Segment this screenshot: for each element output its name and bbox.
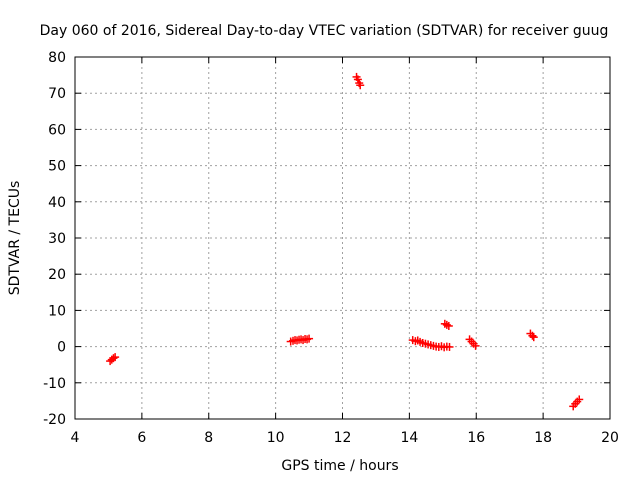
data-point [305,334,314,343]
y-tick-label: -20 [43,412,66,428]
data-point [575,395,584,404]
x-tick-label: 18 [534,430,552,446]
data-points [106,72,584,411]
x-tick-label: 8 [204,430,213,446]
y-tick-label: 10 [48,303,66,319]
y-tick-label: 40 [48,195,66,211]
x-tick-label: 14 [400,430,418,446]
x-axis-label: GPS time / hours [281,458,398,474]
x-tick-label: 10 [267,430,285,446]
data-point [111,353,120,362]
axis-ticks: 4 6 8 10 12 14 16 18 20 -20 -10 0 10 20 30 40 50 60 70 80 [43,50,619,446]
data-point [356,81,365,90]
x-tick-label: 16 [467,430,485,446]
data-point [442,320,451,329]
data-point [529,333,538,342]
grid [75,57,610,419]
data-point [528,331,537,340]
y-tick-label: 70 [48,86,66,102]
y-tick-label: 30 [48,231,66,247]
x-tick-label: 12 [334,430,352,446]
chart-title: Day 060 of 2016, Sidereal Day-to-day VTE… [40,23,609,39]
y-tick-label: 50 [48,159,66,175]
x-tick-label: 4 [71,430,80,446]
y-tick-label: 80 [48,50,66,66]
data-point [353,75,362,84]
plot-frame [74,56,611,420]
y-tick-label: 20 [48,267,66,283]
data-point [444,321,453,330]
data-point [471,341,480,350]
data-point [445,342,454,351]
y-tick-label: 0 [57,340,66,356]
y-tick-label: -10 [43,376,66,392]
x-tick-label: 20 [601,430,619,446]
y-axis-label: SDTVAR / TECUs [7,181,23,296]
data-point [109,354,118,363]
x-tick-label: 6 [137,430,146,446]
y-tick-label: 60 [48,122,66,138]
